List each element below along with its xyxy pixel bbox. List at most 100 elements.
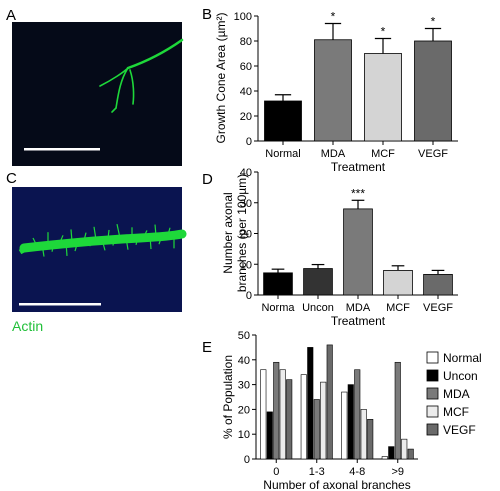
bar [313, 399, 320, 460]
neurite-a-image [99, 38, 184, 113]
filopodium [83, 232, 87, 241]
panel-c-micrograph [12, 187, 187, 312]
y-tick-label: 40 [240, 86, 252, 98]
filopodium [149, 235, 152, 250]
filopodium [112, 238, 115, 246]
filopodium [59, 235, 64, 243]
panel-d-letter: D [202, 171, 213, 188]
bar [364, 53, 402, 142]
y-axis-label: % of Population [221, 355, 235, 439]
actin-stain-label: Actin [12, 318, 43, 334]
bar [394, 361, 401, 460]
y-tick-label: 80 [240, 36, 252, 48]
neurite-branch [129, 69, 135, 105]
y-tick-label: 30 [238, 380, 250, 392]
bar [279, 369, 286, 460]
scale-bar-c [19, 303, 101, 306]
filopodium [101, 239, 106, 251]
panel-a-micrograph [12, 22, 184, 166]
bar [388, 446, 395, 460]
scale-bar-a [24, 148, 100, 151]
y-tick-label: 100 [234, 11, 252, 23]
bar [303, 268, 333, 296]
y-tick-label: 20 [240, 111, 252, 123]
bar [354, 369, 361, 460]
bar [414, 40, 452, 142]
bar [300, 374, 307, 460]
bar [326, 344, 333, 460]
filopodium [41, 243, 45, 257]
y-tick-label: 10 [238, 429, 250, 441]
filopodium [93, 226, 97, 240]
bar [360, 409, 367, 460]
filopodium [167, 227, 171, 235]
filopodium [135, 236, 139, 246]
bar [347, 384, 354, 460]
y-tick-label: 50 [238, 330, 250, 342]
legend-swatch [426, 405, 439, 418]
filopodium [32, 237, 37, 245]
y-tick-label: 20 [238, 404, 250, 416]
bar [367, 419, 374, 460]
bar [273, 361, 280, 460]
x-tick-label: 0 [273, 466, 279, 478]
filopodium [107, 229, 110, 240]
bar [260, 369, 267, 460]
legend-swatch [426, 387, 439, 400]
neurite-branch [111, 107, 117, 113]
neurite-branch [115, 67, 129, 109]
x-tick-label: MCF [386, 302, 410, 314]
legend-label: MDA [443, 387, 470, 401]
x-tick-label: MCF [371, 148, 395, 160]
x-tick-label: MDA [321, 148, 346, 160]
legend-swatch [426, 423, 439, 436]
y-axis-label-line1: Number axonal [221, 192, 235, 273]
bar [341, 391, 348, 460]
bar [307, 347, 314, 460]
legend-label: Normal [443, 351, 482, 365]
legend-label: MCF [443, 405, 469, 419]
x-tick-label: Norma [261, 302, 295, 314]
y-tick-label: 20 [240, 229, 252, 241]
bar [286, 379, 293, 460]
bar [383, 269, 413, 296]
x-tick-label: 4-8 [349, 466, 365, 478]
bar [264, 100, 302, 142]
filopodium [74, 240, 79, 252]
y-axis-label: Growth Cone Area (µm²) [214, 13, 228, 144]
y-tick-label: 40 [240, 167, 252, 179]
bar [263, 272, 293, 296]
x-tick-label: MDA [346, 302, 371, 314]
filopodium [51, 242, 55, 252]
panel-e-letter: E [202, 339, 212, 356]
x-tick-label: Uncon [302, 302, 334, 314]
x-tick-label: VEGF [423, 302, 453, 314]
bar [320, 381, 327, 460]
filopodium [65, 241, 68, 256]
axon-c-image [18, 223, 187, 257]
significance-marker: * [331, 10, 336, 24]
bar [381, 456, 388, 460]
chart-d: 0 10 20 30 40 Norma Uncon *** MDA MCF VEGF Treatmen… [221, 167, 458, 328]
filopodium [70, 229, 73, 242]
filopodium [158, 234, 163, 245]
x-axis-label: Number of axonal branches [263, 478, 410, 491]
y-tick-label: 10 [240, 259, 252, 271]
bar [343, 208, 373, 296]
x-axis-label: Treatment [331, 314, 386, 328]
x-axis-label: Treatment [331, 160, 386, 174]
y-tick-label: 0 [246, 136, 252, 148]
significance-marker: *** [351, 186, 365, 200]
y-tick-label: 0 [246, 290, 252, 302]
legend-swatch [426, 351, 439, 364]
bar [266, 411, 273, 460]
filopodium [125, 237, 129, 250]
significance-marker: * [381, 25, 386, 39]
filopodium [116, 223, 121, 239]
significance-marker: * [431, 15, 436, 29]
bar [314, 39, 352, 142]
y-tick-label: 40 [238, 355, 250, 367]
chart-b: 0 20 40 60 80 100 Normal * MDA * MCF * VEGF Treatment… [214, 10, 458, 174]
legend-label: Uncon [443, 369, 478, 383]
